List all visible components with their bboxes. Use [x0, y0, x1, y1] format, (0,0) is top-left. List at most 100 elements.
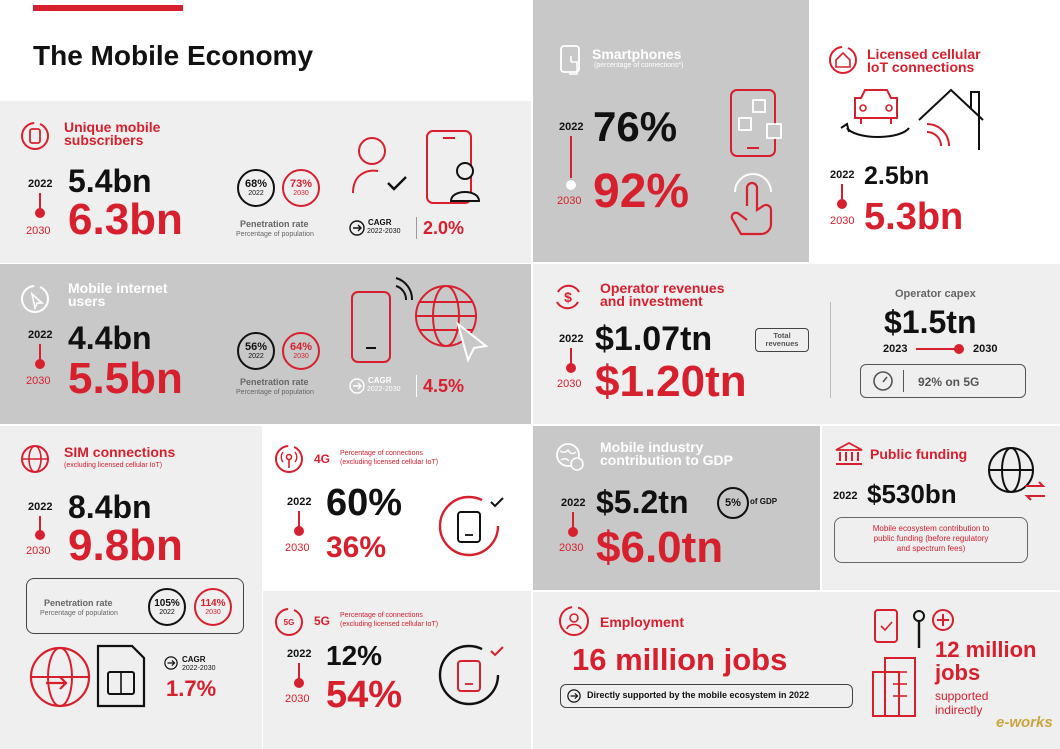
penetration-2022-value: 56%: [244, 341, 268, 353]
fiveg-subtitle-line2: (excluding licensed cellular IoT): [340, 621, 439, 628]
timeline-dot: [35, 359, 45, 369]
iot-value-2030: 5.3bn: [864, 196, 964, 238]
penetration-2030-circle: 73% 2030: [282, 169, 320, 207]
cagr-divider: [416, 375, 417, 397]
fourg-subtitle-line1: Percentage of connections: [340, 450, 423, 457]
revenues-title-line2: and investment: [600, 293, 703, 309]
timeline-dot: [294, 678, 304, 688]
sim-year-2030: 2030: [26, 545, 51, 557]
subscribers-year-2030: 2030: [26, 225, 51, 237]
penetration-2030-year: 2030: [293, 353, 309, 360]
funding-value: $530bn: [867, 479, 957, 509]
fiveg-value-2030: 54%: [326, 674, 403, 716]
timeline-dot: [566, 363, 576, 373]
internet-title-line1: Mobile internet: [68, 280, 168, 296]
penetration-2022-circle: 105% 2022: [148, 588, 186, 626]
employment-note: Directly supported by the mobile ecosyst…: [587, 690, 810, 700]
gdp-value-2022: $5.2tn: [596, 484, 689, 520]
iot-year-2022: 2022: [830, 169, 855, 181]
penetration-2030-value: 73%: [289, 178, 313, 190]
penetration-2022-circle: 68% 2022: [237, 169, 275, 207]
timeline-dot: [35, 208, 45, 218]
globe-arrow-icon: [29, 646, 91, 708]
watermark-logo: e-works: [996, 714, 1053, 731]
cagr-value: 1.7%: [166, 676, 217, 701]
arrow-circle-icon: [349, 220, 365, 236]
title-panel: The Mobile Economy: [0, 0, 531, 100]
subscribers-value-2030: 6.3bn: [68, 195, 183, 244]
capex-5g-text: 92% on 5G: [918, 375, 980, 389]
indirect-jobs-line4: indirectly: [935, 703, 983, 717]
gdp-percent-value: 5%: [725, 497, 741, 509]
capex-divider: [830, 302, 831, 398]
dollar-cycle-icon: $: [556, 284, 580, 310]
timeline-dot: [568, 527, 578, 537]
connected-car-icon: [840, 89, 910, 139]
penetration-2022-value: 68%: [244, 178, 268, 190]
subscribers-title-line2: subscribers: [64, 132, 144, 148]
penetration-label: Penetration rate: [44, 598, 113, 608]
internet-year-2022: 2022: [28, 329, 53, 341]
internet-value-2030: 5.5bn: [68, 354, 183, 403]
svg-text:$: $: [564, 289, 572, 305]
penetration-2022-year: 2022: [159, 609, 175, 616]
globe-cursor-icon: [415, 285, 489, 363]
total-revenues-tag: Total revenues: [755, 328, 809, 352]
subscribers-value-2022: 5.4bn: [68, 163, 152, 199]
tools-buildings-icon: [872, 609, 954, 717]
timeline-line: [570, 136, 572, 178]
penetration-2022-year: 2022: [248, 190, 264, 197]
tap-hand-icon: [730, 173, 773, 236]
fourg-value-2030: 36%: [326, 531, 387, 564]
funding-title: Public funding: [870, 446, 968, 462]
subscribers-panel: Unique mobile subscribers 2022 2030 5.4b…: [0, 101, 531, 263]
title-accent-bar: [33, 5, 183, 11]
arrow-circle-icon: [164, 656, 178, 670]
capex-5g-divider: [903, 370, 904, 392]
gauge-icon: [873, 371, 893, 391]
smartphone-apps-icon: [730, 89, 782, 157]
smartphone-signal-icon: [351, 277, 414, 363]
cursor-badge-icon: [21, 285, 49, 313]
internet-year-2030: 2030: [26, 375, 51, 387]
internet-panel: Mobile internet users 2022 2030 4.4bn 5.…: [0, 264, 531, 424]
subscribers-year-2022: 2022: [28, 178, 53, 190]
timeline-dot: [35, 530, 45, 540]
fiveg-value-2022: 12%: [326, 640, 383, 671]
employment-note-box: [560, 684, 853, 708]
5g-badge-icon: 5G: [275, 608, 303, 636]
fiveg-subtitle-line1: Percentage of connections: [340, 612, 423, 619]
fourg-value-2022: 60%: [326, 482, 403, 524]
sim-title: SIM connections: [64, 444, 176, 460]
penetration-2030-year: 2030: [205, 609, 221, 616]
fiveg-year-2022: 2022: [287, 648, 312, 660]
sim-subtitle: (excluding licensed cellular IoT): [64, 462, 163, 469]
tag-line2: revenues: [765, 339, 799, 348]
timeline-line: [298, 663, 300, 681]
gdp-value-2030: $6.0tn: [596, 523, 724, 572]
penetration-sublabel: Percentage of population: [236, 231, 314, 238]
gdp-title-line1: Mobile industry: [600, 439, 704, 455]
cagr-label: CAGR: [368, 218, 392, 227]
fourg-subtitle-line2: (excluding licensed cellular IoT): [340, 459, 439, 466]
indirect-jobs-line2: jobs: [935, 660, 981, 685]
funding-note-box: Mobile ecosystem contribution to public …: [834, 517, 1028, 563]
fiveg-title: 5G: [314, 614, 331, 628]
capex-timeline-dot: [954, 344, 964, 354]
bank-icon: [835, 441, 863, 465]
sim-year-2022: 2022: [28, 501, 53, 513]
tag-line1: Total: [773, 331, 791, 340]
cagr-years: 2022-2030: [367, 386, 401, 393]
iot-title-line2: IoT connections: [867, 59, 975, 75]
smartphone-user-icon: [426, 130, 481, 204]
revenues-year-2022: 2022: [559, 333, 584, 345]
smartphones-subtitle: (percentage of connections*): [594, 62, 684, 69]
timeline-line: [298, 511, 300, 529]
indirect-jobs-line1: 12 million: [935, 637, 1037, 662]
home-badge-icon: [829, 46, 857, 74]
iot-year-2030: 2030: [830, 215, 855, 227]
cagr-divider: [416, 217, 417, 239]
gdp-percent-circle: 5%: [717, 487, 749, 519]
employment-title: Employment: [600, 614, 685, 630]
timeline-line: [39, 193, 41, 211]
